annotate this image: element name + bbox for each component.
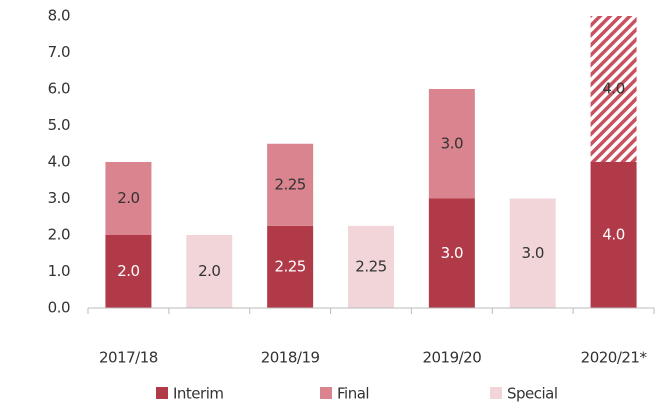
bar-segment (590, 16, 637, 162)
y-tick-label: 6.0 (48, 80, 70, 98)
y-tick-label: 3.0 (48, 189, 70, 207)
y-tick-label: 8.0 (48, 7, 70, 25)
value-label: 2.0 (198, 262, 220, 280)
bar-segment (267, 225, 314, 308)
x-tick-label: 2019/20 (422, 349, 481, 367)
bar-segment (590, 162, 637, 308)
bar-segment (267, 143, 314, 226)
y-tick-label: 2.0 (48, 226, 70, 244)
bar-segment (105, 235, 152, 308)
bar-segment (105, 162, 152, 235)
value-label: 2.0 (117, 189, 139, 207)
value-label: 4.0 (602, 226, 624, 244)
legend-swatch (320, 387, 332, 399)
bar-segment (186, 235, 233, 308)
value-label: 2.0 (117, 262, 139, 280)
y-tick-label: 5.0 (48, 116, 70, 134)
x-tick-label: 2017/18 (99, 349, 158, 367)
value-label: 3.0 (441, 134, 463, 152)
value-label: 2.25 (355, 257, 386, 275)
bar-segment (428, 198, 475, 308)
bar-segment (509, 198, 556, 308)
y-tick-label: 4.0 (48, 153, 70, 171)
value-label: 3.0 (441, 244, 463, 262)
y-tick-label: 7.0 (48, 43, 70, 61)
legend-swatch (490, 387, 502, 399)
value-label: 2.25 (274, 175, 305, 193)
legend-swatch (156, 387, 168, 399)
legend-label: Final (337, 385, 369, 403)
bar-segment (348, 225, 394, 308)
x-tick-label: 2020/21* (581, 349, 648, 367)
x-tick-label: 2018/19 (261, 349, 320, 367)
value-label: 4.0 (602, 80, 624, 98)
legend-label: Interim (173, 385, 224, 403)
y-tick-label: 0.0 (48, 299, 70, 317)
y-tick-label: 1.0 (48, 262, 70, 280)
bar-segment (428, 89, 475, 199)
value-label: 2.25 (274, 257, 305, 275)
value-label: 3.0 (522, 244, 544, 262)
legend-label: Special (507, 385, 558, 403)
